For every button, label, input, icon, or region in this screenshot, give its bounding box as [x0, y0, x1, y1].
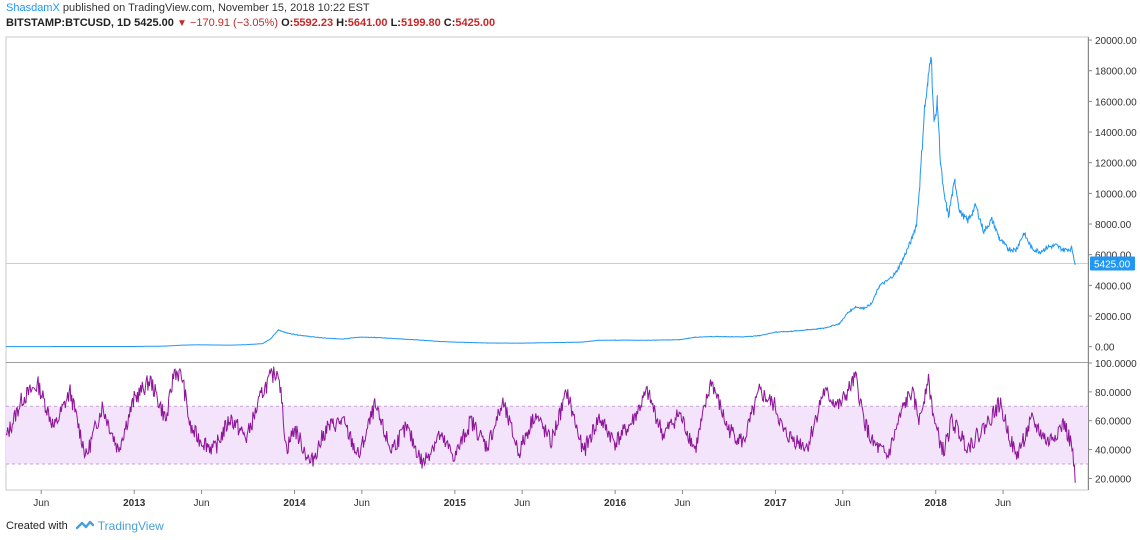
- down-arrow-icon: ▼: [176, 18, 187, 29]
- x-axis-label: 2015: [444, 498, 467, 509]
- open-value: 5592.23: [293, 17, 334, 29]
- tradingview-logo-icon: [75, 520, 94, 530]
- x-axis-label: 2017: [764, 498, 787, 509]
- ohlc-legend: BITSTAMP:BTCUSD, 1D 5425.00 ▼ −170.91 (−…: [6, 17, 495, 29]
- x-axis-label: 2016: [604, 498, 627, 509]
- price-axis-label: 12000.00: [1095, 159, 1137, 170]
- rsi-axis-label: 80.0000: [1095, 388, 1132, 399]
- publish-info: ShasdamX published on TradingView.com, N…: [6, 2, 370, 14]
- rsi-axis-label: 60.0000: [1095, 417, 1132, 428]
- author-link[interactable]: ShasdamX: [6, 2, 60, 14]
- open-label: O:: [281, 17, 294, 29]
- x-axis-label: Jun: [674, 498, 690, 509]
- symbol-label: BITSTAMP:BTCUSD, 1D: [6, 17, 132, 29]
- price-series-line: [6, 56, 1076, 348]
- price-axis-label: 4000.00: [1095, 281, 1132, 292]
- price-axis-label: 6000.00: [1095, 251, 1132, 262]
- x-axis-label: 2014: [283, 498, 306, 509]
- change-text: −170.91 (−3.05%): [189, 17, 279, 29]
- x-axis-label: Jun: [33, 498, 49, 509]
- price-axis-label: 18000.00: [1095, 67, 1137, 78]
- x-axis-label: Jun: [995, 498, 1011, 509]
- price-axis-label: 16000.00: [1095, 97, 1137, 108]
- price-axis-label: 8000.00: [1095, 220, 1132, 231]
- x-axis-label: Jun: [514, 498, 530, 509]
- rsi-axis-label: 40.0000: [1095, 446, 1132, 457]
- high-label: H:: [336, 17, 348, 29]
- rsi-axis-label: 100.0000: [1095, 359, 1137, 370]
- tradingview-brand[interactable]: TradingView: [97, 519, 164, 533]
- rsi-axis-label: 20.0000: [1095, 474, 1132, 485]
- last-price-badge-label: 5425.00: [1094, 260, 1131, 271]
- x-axis-label: 2018: [925, 498, 948, 509]
- high-value: 5641.00: [347, 17, 388, 29]
- x-axis-label: Jun: [835, 498, 851, 509]
- low-label: L:: [390, 17, 401, 29]
- last-price-text: 5425.00: [134, 17, 174, 29]
- close-value: 5425.00: [455, 17, 496, 29]
- price-axis-label: 10000.00: [1095, 189, 1137, 200]
- last-price-badge: [1090, 256, 1135, 271]
- price-axis-label: 14000.00: [1095, 128, 1137, 139]
- low-value: 5199.80: [400, 17, 441, 29]
- price-axis-label: 2000.00: [1095, 312, 1132, 323]
- close-label: C:: [443, 17, 456, 29]
- x-axis-label: Jun: [354, 498, 370, 509]
- footer: Created with TradingView: [6, 519, 164, 533]
- x-axis-label: Jun: [193, 498, 209, 509]
- price-axis-label: 0.00: [1095, 343, 1115, 354]
- rsi-series-line: [5, 366, 1076, 483]
- published-text: published on TradingView.com, November 1…: [59, 2, 370, 14]
- created-with-text: Created with: [6, 520, 68, 532]
- x-axis-label: 2013: [123, 498, 146, 509]
- price-axis-label: 20000.00: [1095, 36, 1137, 47]
